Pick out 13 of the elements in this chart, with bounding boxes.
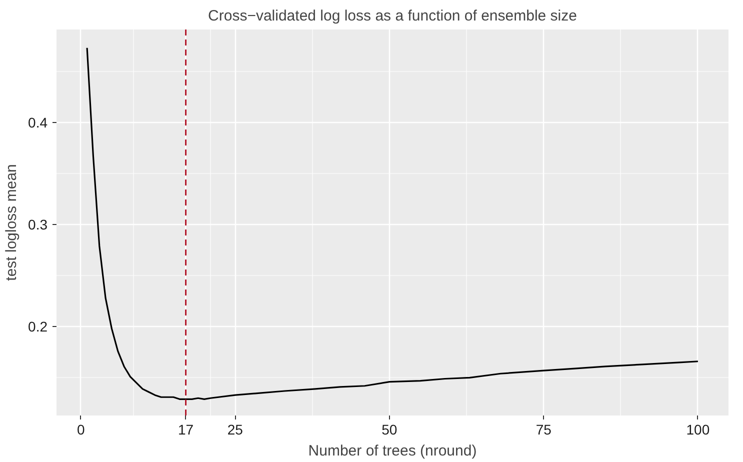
y-tick-label: 0.4	[28, 114, 48, 130]
x-tick-label: 50	[382, 422, 398, 438]
x-tick-label: 25	[227, 422, 244, 438]
x-tick-label: 100	[686, 422, 710, 438]
x-tick-label: 0	[76, 422, 85, 438]
line-series	[86, 47, 699, 400]
x-tick-label: 17	[178, 422, 194, 438]
chart-title: Cross−validated log loss as a function of ensemble size	[208, 8, 577, 24]
y-tick-label: 0.2	[28, 318, 48, 335]
x-axis-title: Number of trees (nround)	[308, 442, 477, 460]
y-tick-label: 0.3	[28, 216, 48, 233]
x-tick-label: 75	[536, 422, 552, 438]
y-axis-title: test logloss mean	[3, 164, 20, 281]
